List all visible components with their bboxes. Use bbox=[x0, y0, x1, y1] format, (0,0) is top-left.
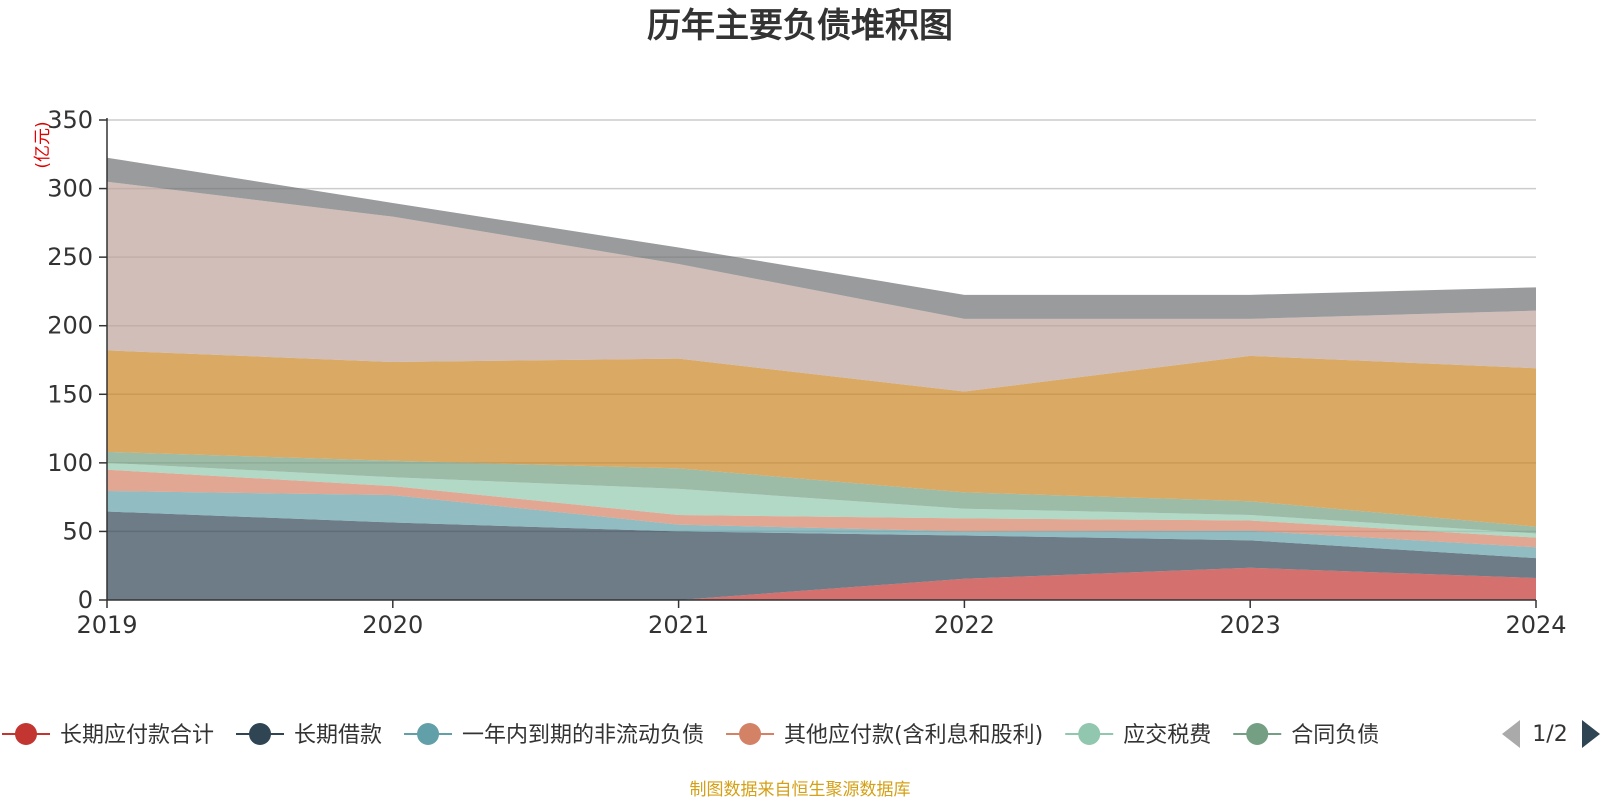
legend-prev-arrow-icon[interactable] bbox=[1502, 720, 1520, 748]
legend-label: 合同负债 bbox=[1291, 723, 1379, 748]
y-tick-label: 250 bbox=[47, 243, 93, 271]
area-series-1 bbox=[107, 511, 1536, 600]
x-tick-label: 2021 bbox=[648, 611, 709, 639]
x-tick-label: 2023 bbox=[1220, 611, 1281, 639]
area-series-7 bbox=[107, 181, 1536, 392]
legend-item-1[interactable]: 长期借款 bbox=[236, 723, 382, 748]
area-series-0 bbox=[107, 567, 1536, 600]
legend-next-arrow-icon[interactable] bbox=[1582, 720, 1600, 748]
y-tick-label: 50 bbox=[62, 517, 93, 545]
y-tick-label: 200 bbox=[47, 312, 93, 340]
area-series-8 bbox=[107, 157, 1536, 319]
y-tick-label: 0 bbox=[78, 586, 93, 614]
y-tick-label: 350 bbox=[47, 106, 93, 134]
area-series-6 bbox=[107, 350, 1536, 527]
area-series-2 bbox=[107, 490, 1536, 559]
y-tick-label: 300 bbox=[47, 175, 93, 203]
area-series-4 bbox=[107, 462, 1536, 538]
legend-label: 长期借款 bbox=[294, 723, 382, 748]
legend-circle-icon bbox=[15, 723, 37, 745]
legend-label: 一年内到期的非流动负债 bbox=[462, 723, 704, 748]
x-tick-label: 2024 bbox=[1505, 611, 1566, 639]
x-tick-label: 2020 bbox=[362, 611, 423, 639]
chart-title: 历年主要负债堆积图 bbox=[647, 6, 953, 46]
legend-circle-icon bbox=[249, 723, 272, 745]
area-layer bbox=[107, 157, 1536, 600]
legend-circle-icon bbox=[739, 723, 762, 745]
legend-label: 长期应付款合计 bbox=[60, 723, 214, 748]
legend-circle-icon bbox=[1246, 723, 1269, 745]
legend-circle-icon bbox=[417, 723, 440, 745]
x-tick-label: 2022 bbox=[934, 611, 995, 639]
x-tick-label: 2019 bbox=[76, 611, 137, 639]
legend: 长期应付款合计 长期借款 一年内到期的非流动负债 其他应付款(含利息和股利) 应交税费 合… bbox=[2, 723, 1379, 748]
legend-label: 应交税费 bbox=[1123, 723, 1211, 748]
legend-circle-icon bbox=[1078, 723, 1101, 745]
legend-item-0[interactable]: 长期应付款合计 bbox=[2, 723, 214, 748]
y-tick-label: 100 bbox=[47, 449, 93, 477]
legend-item-2[interactable]: 一年内到期的非流动负债 bbox=[404, 723, 704, 748]
legend-item-4[interactable]: 应交税费 bbox=[1065, 723, 1211, 748]
axis-layer: 0 50 100 150 200 250 300 350 2019 2020 2021 2022 202… bbox=[47, 106, 1566, 639]
area-series-5 bbox=[107, 451, 1536, 534]
y-axis-unit-label: (亿元) bbox=[33, 121, 53, 168]
legend-item-3[interactable]: 其他应付款(含利息和股利) bbox=[726, 723, 1043, 748]
legend-item-5[interactable]: 合同负债 bbox=[1233, 723, 1379, 748]
legend-pager: 1/2 bbox=[1502, 720, 1600, 748]
area-series-3 bbox=[107, 469, 1536, 548]
y-tick-label: 150 bbox=[47, 380, 93, 408]
legend-page-indicator: 1/2 bbox=[1532, 722, 1567, 747]
data-source-note: 制图数据来自恒生聚源数据库 bbox=[690, 780, 911, 800]
legend-label: 其他应付款(含利息和股利) bbox=[784, 723, 1043, 748]
